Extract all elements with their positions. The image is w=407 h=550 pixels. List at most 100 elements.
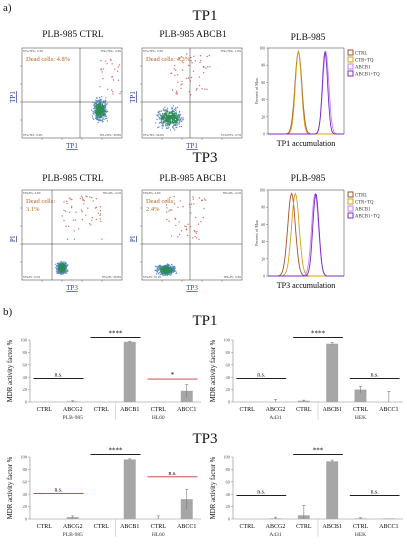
cell-dot bbox=[157, 265, 159, 267]
cell-dot bbox=[162, 108, 165, 110]
cell-dot bbox=[65, 270, 67, 272]
cell-dot bbox=[173, 270, 176, 273]
dead-cell-dot bbox=[190, 60, 192, 62]
cell-dot bbox=[106, 103, 109, 105]
dead-cell-dot bbox=[63, 209, 65, 212]
cell-dot bbox=[171, 126, 174, 128]
cell-dot bbox=[104, 112, 106, 114]
dead-cell-dot bbox=[78, 228, 80, 230]
dead-cell-dot bbox=[189, 206, 191, 209]
dead-cell-dot bbox=[63, 201, 65, 203]
flow-plot-tp3-ctrl: TP3-/PI+: 0.0% TP3+/PI+: 3.1% TP3-/PI-: 0.… bbox=[9, 189, 123, 292]
y-tick-label: 40 bbox=[226, 492, 231, 497]
cell-dot bbox=[102, 112, 105, 114]
cell-dot bbox=[102, 101, 105, 103]
cell-dot bbox=[162, 274, 164, 277]
cell-dot bbox=[169, 111, 172, 114]
dead-cell-dot bbox=[201, 199, 204, 201]
cell-dot bbox=[169, 118, 171, 120]
cell-population-dots bbox=[54, 260, 69, 276]
cell-dot bbox=[182, 118, 184, 120]
x-tick-label: CTRL bbox=[94, 524, 110, 530]
cell-dot bbox=[159, 114, 162, 117]
cell-dot bbox=[60, 263, 62, 266]
cell-dot bbox=[158, 118, 160, 120]
cell-dot bbox=[176, 121, 178, 124]
cell-dot bbox=[101, 116, 103, 118]
dead-cell-dots bbox=[99, 58, 122, 95]
cell-dot bbox=[176, 116, 178, 118]
group-label: HEK bbox=[355, 415, 366, 421]
cell-dot bbox=[158, 126, 160, 128]
dead-cell-dot bbox=[205, 67, 207, 69]
cell-dot bbox=[163, 122, 165, 124]
cell-dot bbox=[161, 117, 164, 120]
cell-dot bbox=[170, 114, 172, 117]
dead-cell-dot bbox=[94, 207, 96, 209]
cell-dot bbox=[168, 270, 171, 273]
dead-cell-dot bbox=[101, 71, 103, 73]
dead-cell-dot bbox=[106, 63, 108, 65]
cell-dot bbox=[60, 262, 62, 265]
cell-dot bbox=[156, 118, 158, 121]
dead-cell-dot bbox=[185, 229, 188, 231]
cell-dot bbox=[164, 265, 167, 267]
legend-label: ABCB1+TQ bbox=[355, 215, 380, 220]
plot-frame bbox=[21, 47, 123, 139]
hist-y-tick-label: 0 bbox=[263, 133, 265, 137]
dead-cell-dot bbox=[184, 225, 186, 227]
dead-cell-dot bbox=[195, 232, 198, 234]
dead-cell-dot bbox=[111, 89, 113, 91]
cell-dot bbox=[101, 105, 103, 107]
cell-dot bbox=[164, 106, 166, 108]
hist-frame bbox=[267, 189, 345, 277]
cell-population-dots bbox=[155, 105, 184, 131]
cell-dot bbox=[167, 265, 170, 267]
dead-cell-dots bbox=[165, 195, 207, 241]
dead-cell-dot bbox=[201, 88, 203, 90]
dead-cell-dot bbox=[69, 211, 71, 213]
flow-title-tp1-ctrl: PLB-985 CTRL bbox=[42, 30, 104, 40]
dead-cell-dot bbox=[99, 218, 102, 220]
y-tick-label: 20 bbox=[23, 504, 28, 509]
bar-chart-tp3-plb-hl60: 0 20 40 60 80 100 MDR activity factor % CTRL ABC… bbox=[7, 447, 201, 538]
quadrant-ll-label: TP3-/PI-: 97.1% bbox=[143, 275, 162, 279]
cell-dot bbox=[169, 115, 171, 117]
cell-dot bbox=[101, 102, 104, 104]
cell-dot bbox=[166, 267, 169, 269]
cell-dot bbox=[97, 121, 99, 124]
cell-dot bbox=[179, 125, 181, 128]
cell-dot bbox=[173, 113, 175, 116]
y-tick-label: 80 bbox=[226, 467, 231, 472]
hist-y-tick-label: 20 bbox=[261, 257, 265, 261]
cell-dot bbox=[158, 116, 161, 119]
cell-dot bbox=[101, 104, 103, 106]
cell-dot bbox=[180, 113, 182, 116]
cell-dot bbox=[161, 112, 164, 115]
dead-cell-dot bbox=[111, 63, 113, 65]
dead-cell-dot bbox=[181, 60, 183, 62]
hist-series-abcb1-tq bbox=[268, 51, 344, 135]
flow-plot-tp3-abcb1: TP3-/PI+: 0.3% TP3+/PI+: 2.1% TP3-/PI-: 97… bbox=[129, 189, 243, 292]
cell-dot bbox=[64, 267, 67, 269]
cell-dot bbox=[180, 120, 182, 122]
cell-dot bbox=[101, 109, 103, 111]
dead-cell-dot bbox=[192, 237, 194, 239]
cell-dot bbox=[99, 113, 101, 115]
cell-dot bbox=[173, 127, 175, 130]
cell-dot bbox=[105, 97, 107, 99]
x-tick-label: ABCG2 bbox=[266, 407, 286, 413]
dead-cell-dot bbox=[197, 223, 200, 225]
dead-cell-dot bbox=[91, 197, 93, 199]
cell-dot bbox=[168, 266, 170, 268]
dead-cell-dot bbox=[92, 200, 94, 202]
dead-cell-dot bbox=[209, 66, 211, 68]
dead-cells-value: 2.4% bbox=[146, 206, 160, 213]
cell-dot bbox=[178, 111, 181, 113]
cell-dot bbox=[172, 271, 174, 273]
cell-dot bbox=[106, 120, 109, 122]
cell-dot bbox=[161, 268, 164, 271]
cell-dot bbox=[60, 273, 62, 276]
dead-cell-dot bbox=[112, 93, 114, 95]
dead-cell-dot bbox=[175, 224, 177, 227]
